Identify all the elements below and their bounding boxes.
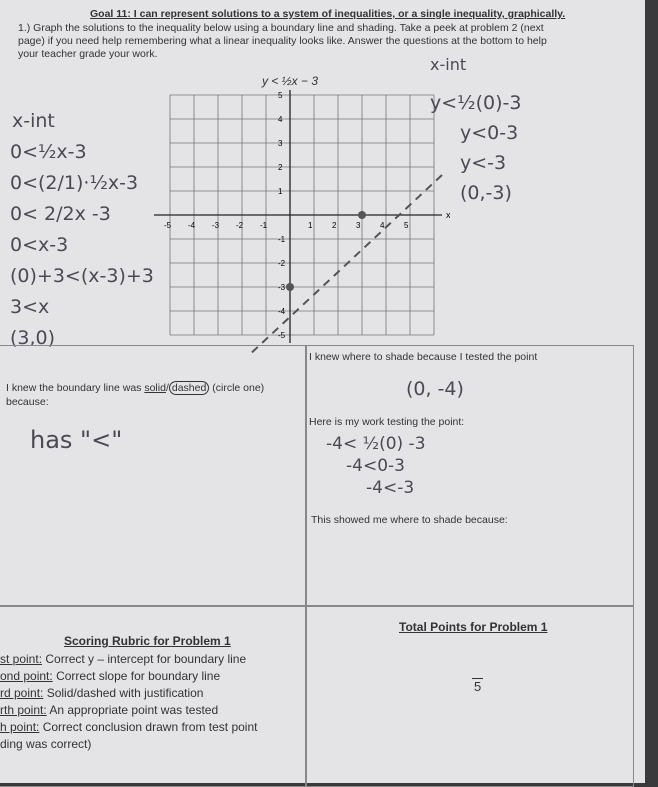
x-tick-label: 1 <box>308 221 313 230</box>
hw-left-line: 0<x-3 <box>10 234 69 256</box>
x-tick-label: 4 <box>380 221 385 230</box>
rubric-title: Scoring Rubric for Problem 1 <box>64 634 231 648</box>
rubric-text: Correct slope for boundary line <box>56 669 221 683</box>
hw-left-line: 3<x <box>10 296 50 318</box>
prompt-start: I knew the boundary line was <box>6 382 142 394</box>
hw-left-line: (0)+3<(x-3)+3 <box>10 265 154 287</box>
test-point: (0, -4) <box>406 378 464 400</box>
rubric-text: Correct y – intercept for boundary line <box>45 652 247 666</box>
shade-prompt: I knew where to shade because I tested t… <box>309 351 538 363</box>
rubric-box: Scoring Rubric for Problem 1 st point: C… <box>0 605 307 787</box>
rubric-label: h point: <box>0 720 40 734</box>
total-title: Total Points for Problem 1 <box>399 620 548 634</box>
total-out-of: 5 <box>472 678 484 694</box>
rubric-item: ond point: Correct slope for boundary li… <box>0 669 220 683</box>
y-tick-label: 5 <box>278 91 283 100</box>
goal: Goal 11: I can represent solutions to a … <box>90 8 566 20</box>
hw-right-line: y<½(0)-3 <box>430 92 522 114</box>
rubric-label: ond point: <box>0 669 53 683</box>
rubric-tail: ding was correct) <box>0 737 92 751</box>
work-line: -4<0-3 <box>346 456 405 476</box>
rubric-label: st point: <box>0 652 43 666</box>
hw-right-line: (0,-3) <box>460 182 512 204</box>
conclusion-prompt: This showed me where to shade because: <box>311 514 508 526</box>
rubric-item: rd point: Solid/dashed with justificatio… <box>0 686 203 700</box>
rubric-item: st point: Correct y – intercept for boun… <box>0 652 246 666</box>
rubric-label: rd point: <box>0 686 44 700</box>
option-solid: solid <box>144 382 166 394</box>
rubric-item: rth point: An appropriate point was test… <box>0 703 218 717</box>
x-tick-label: 2 <box>332 221 337 230</box>
y-tick-label: 1 <box>278 187 283 196</box>
y-tick-label: 2 <box>278 163 283 172</box>
y-tick-label: -2 <box>278 259 286 268</box>
x-tick-label: -4 <box>188 221 196 230</box>
inequality: y < ½x − 3 <box>262 74 319 88</box>
hw-right-title: x-int <box>430 55 467 74</box>
boundary-box: I knew the boundary line was solid/dashe… <box>0 345 307 607</box>
y-tick-label: -1 <box>278 235 286 244</box>
prompt-end: (circle one) <box>212 382 265 394</box>
axis-label: x <box>446 210 450 220</box>
hw-left-line: 0<(2/1)·½x-3 <box>10 172 139 194</box>
work-line: -4< ½(0) -3 <box>326 434 426 454</box>
hw-left-line: x-int <box>12 110 55 132</box>
x-tick-label: 5 <box>404 221 409 230</box>
y-tick-label: 3 <box>278 139 283 148</box>
shade-box: I knew where to shade because I tested t… <box>305 345 634 607</box>
point <box>358 211 366 219</box>
rubric-text: An appropriate point was tested <box>49 703 219 717</box>
y-tick-label: -3 <box>278 283 286 292</box>
instructions: 1.) Graph the solutions to the inequalit… <box>18 22 547 60</box>
rubric-item: h point: Correct conclusion drawn from t… <box>0 720 257 734</box>
x-tick-label: -3 <box>212 221 220 230</box>
hw-left-line: 0< 2/2x -3 <box>10 203 111 225</box>
hw-left-line: 0<½x-3 <box>10 141 87 163</box>
option-dashed: dashed <box>168 381 210 395</box>
boundary-prompt: I knew the boundary line was solid/dashe… <box>6 381 265 395</box>
hw-left-line: (3,0) <box>10 327 56 349</box>
rubric-text: Solid/dashed with justification <box>46 686 204 700</box>
x-tick-label: 3 <box>356 221 361 230</box>
point <box>286 283 294 291</box>
rubric-text: Correct conclusion drawn from test point <box>42 720 258 734</box>
hw-right-line: y<0-3 <box>460 122 519 144</box>
boundary-line <box>249 174 443 355</box>
work-line: -4<-3 <box>366 478 415 498</box>
rubric-label: rth point: <box>0 703 47 717</box>
x-tick-label: -2 <box>236 221 244 230</box>
x-tick-label: -5 <box>164 221 172 230</box>
x-tick-label: -1 <box>260 221 268 230</box>
work-prompt: Here is my work testing the point: <box>309 416 465 428</box>
y-tick-label: -4 <box>278 307 286 316</box>
hw-right-line: y<-3 <box>460 152 507 174</box>
y-tick-label: -5 <box>278 331 286 340</box>
boundary-answer: has "<" <box>30 426 123 454</box>
because: because: <box>6 396 49 408</box>
y-tick-label: 4 <box>278 115 283 124</box>
total-box: Total Points for Problem 1 5 <box>305 605 634 787</box>
